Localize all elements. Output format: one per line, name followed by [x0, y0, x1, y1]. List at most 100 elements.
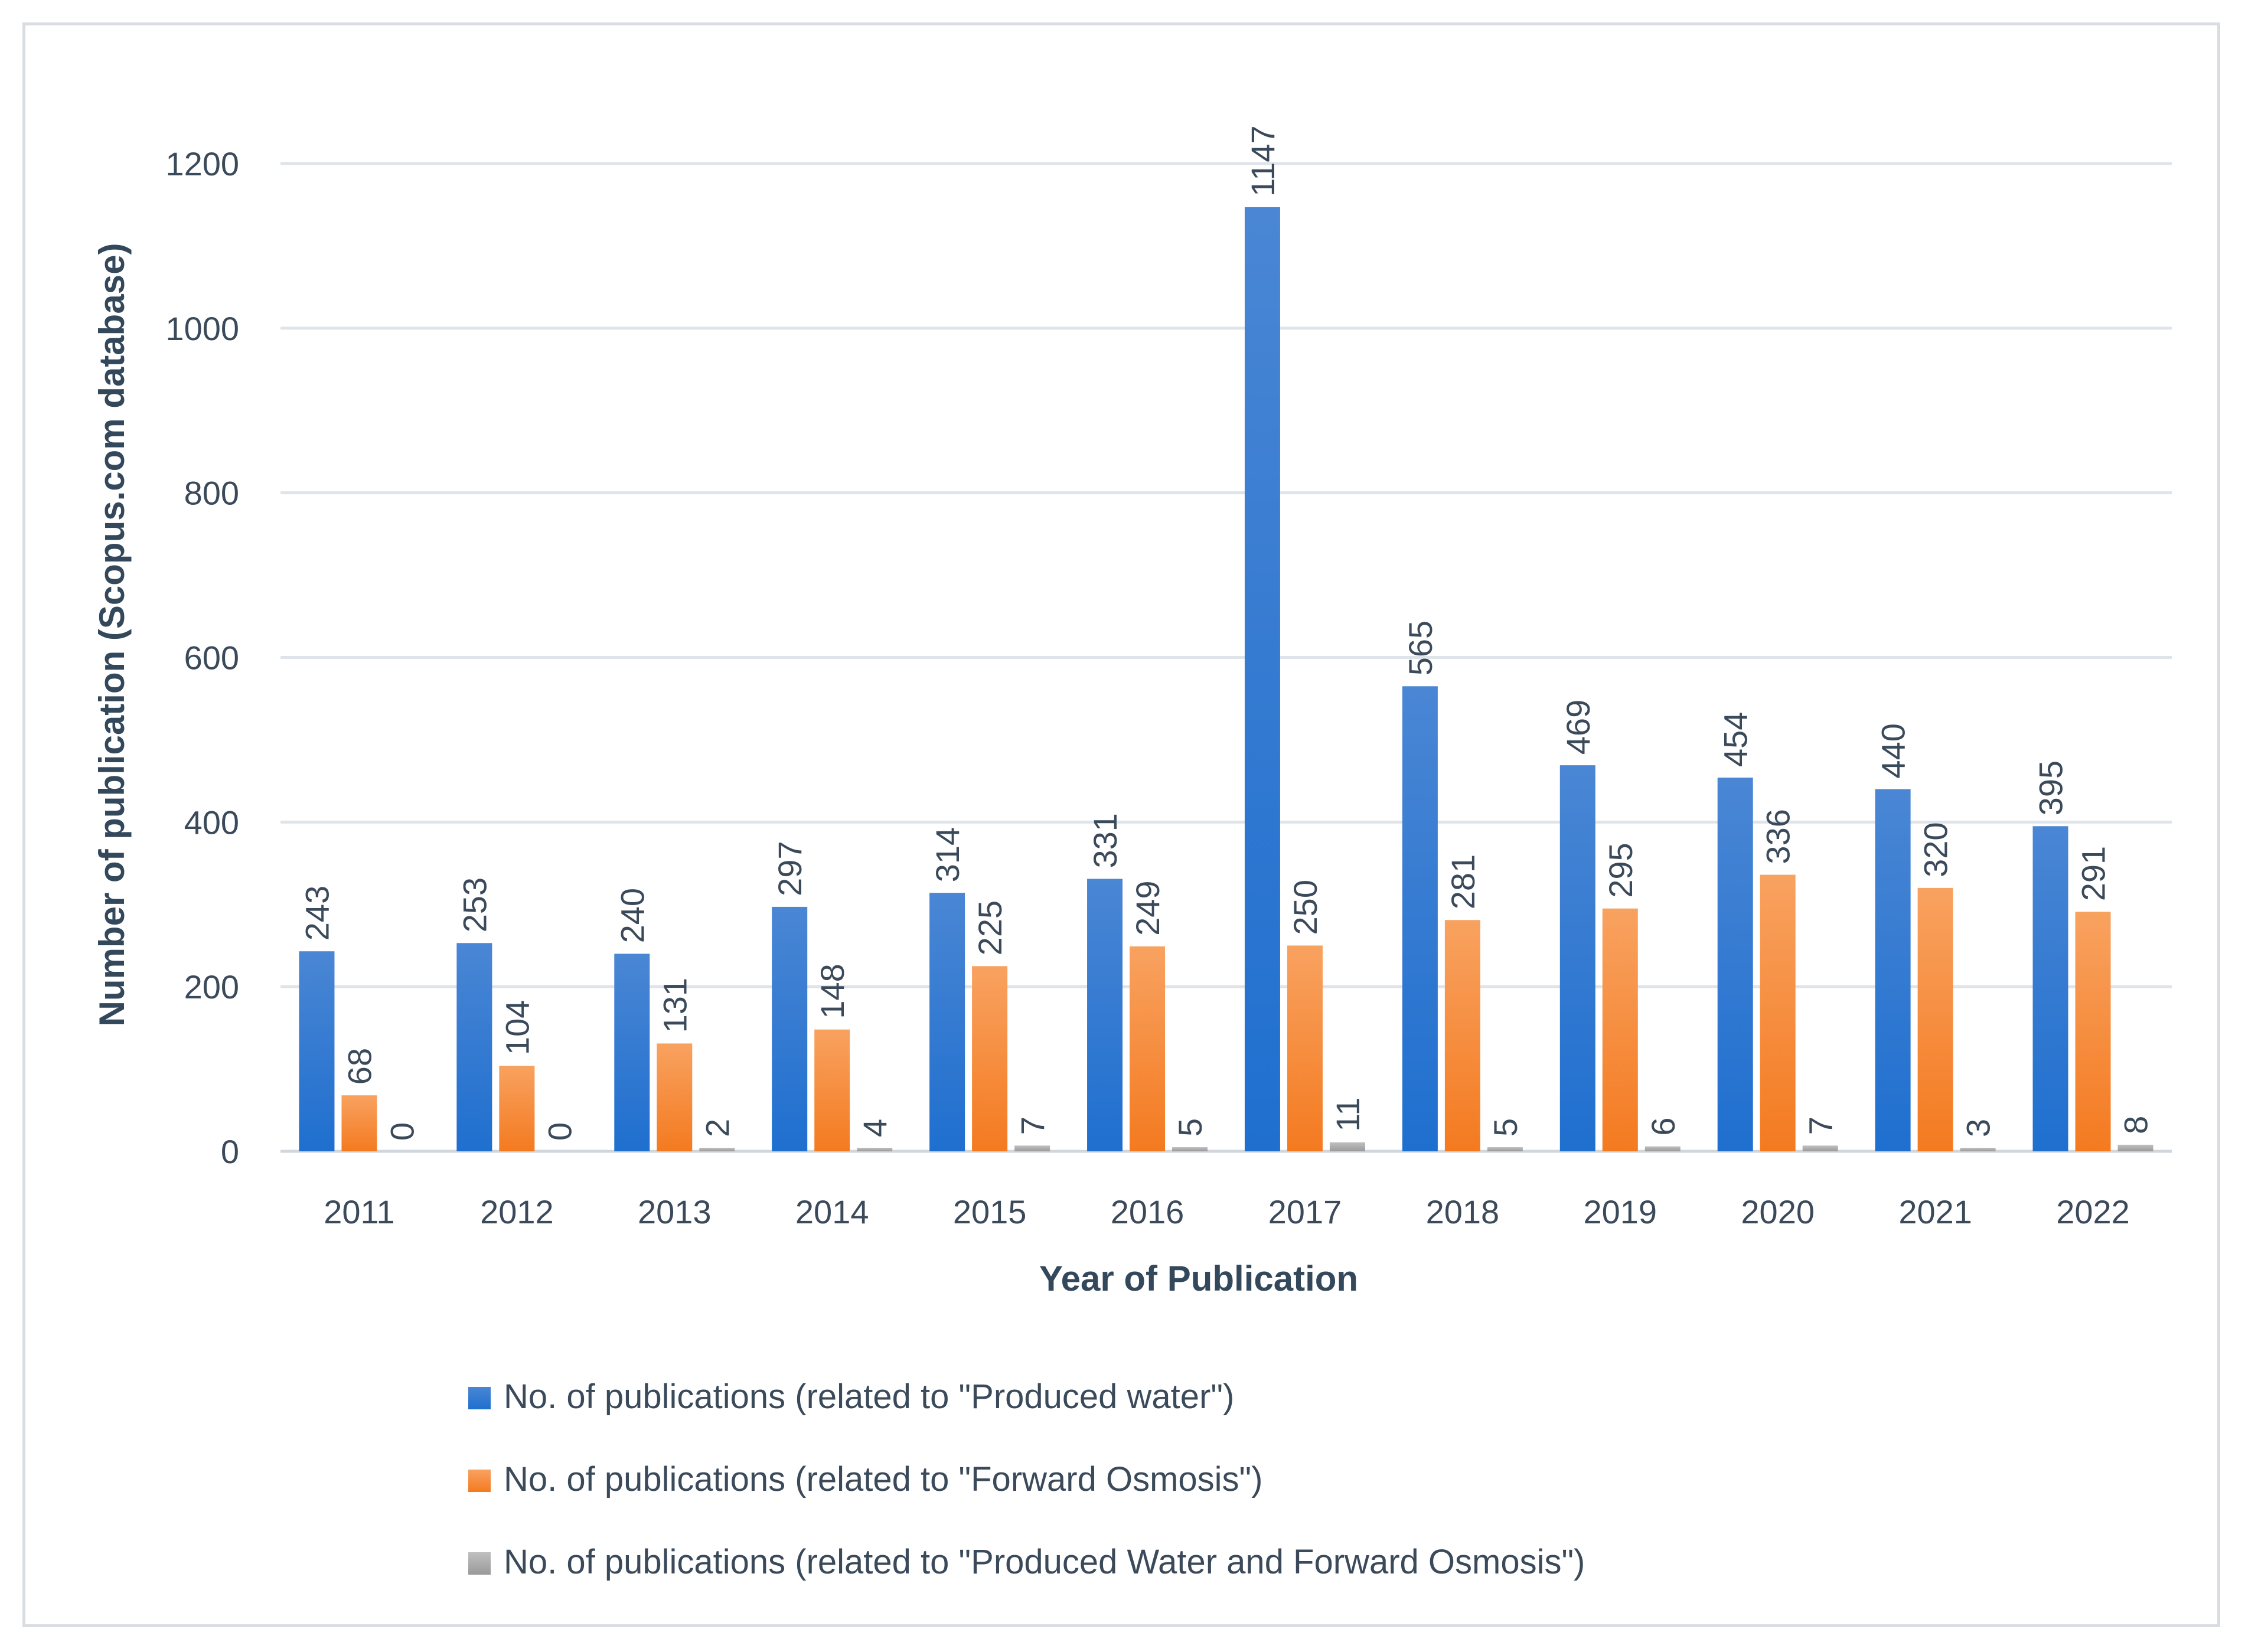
bar-series-2-2013	[657, 1043, 693, 1151]
legend-label-series-1: No. of publications (related to "Produce…	[504, 1377, 1234, 1416]
x-axis-title: Year of Publication	[1039, 1259, 1358, 1298]
data-label-series-2-2019: 295	[1602, 843, 1639, 897]
data-label-series-3-2022: 8	[2117, 1116, 2155, 1134]
x-tick-label: 2015	[953, 1193, 1027, 1230]
bar-series-3-2017	[1329, 1142, 1365, 1151]
data-label-series-2-2017: 250	[1287, 880, 1324, 935]
x-tick-label: 2017	[1268, 1193, 1342, 1230]
x-tick-label: 2011	[324, 1193, 394, 1230]
data-label-series-2-2016: 249	[1129, 880, 1166, 935]
data-label-series-1-2017: 1147	[1244, 125, 1281, 196]
y-tick-label: 0	[221, 1133, 239, 1170]
bar-series-2-2019	[1602, 908, 1638, 1151]
chart-frame	[22, 22, 2220, 1627]
bar-series-3-2015	[1014, 1145, 1050, 1151]
y-tick-labels: 0 200 400 600 800 1000 1200	[165, 145, 239, 1170]
bar-series-2-2022	[2075, 912, 2111, 1151]
bar-series-2-2018	[1444, 920, 1480, 1151]
x-tick-label: 2020	[1741, 1193, 1815, 1230]
data-label-series-2-2018: 281	[1444, 854, 1482, 909]
bar-series-3-2020	[1802, 1145, 1838, 1151]
data-labels: 2436802531040240131229714843142257331249…	[298, 125, 2154, 1141]
x-tick-label: 2019	[1584, 1193, 1657, 1230]
legend-swatch-series-2	[468, 1470, 491, 1492]
data-label-series-3-2012: 0	[541, 1122, 578, 1141]
bar-series-1-2016	[1087, 879, 1123, 1151]
data-label-series-3-2019: 6	[1644, 1117, 1682, 1135]
bar-series-3-2022	[2117, 1144, 2153, 1151]
legend-swatch-series-3	[468, 1552, 491, 1575]
data-label-series-1-2013: 240	[614, 888, 651, 943]
data-label-series-1-2011: 243	[298, 886, 335, 941]
x-tick-label: 2013	[638, 1193, 712, 1230]
bar-series-1-2017	[1244, 207, 1280, 1151]
bar-series-2-2016	[1130, 946, 1166, 1151]
legend-label-series-3: No. of publications (related to "Produce…	[504, 1543, 1585, 1581]
bar-series-1-2022	[2032, 826, 2068, 1151]
data-label-series-2-2013: 131	[656, 978, 693, 1033]
data-label-series-3-2014: 4	[856, 1119, 893, 1137]
data-label-series-2-2020: 336	[1760, 809, 1797, 864]
x-tick-label: 2014	[795, 1193, 869, 1230]
y-tick-label: 600	[184, 639, 239, 677]
bar-series-3-2016	[1172, 1147, 1208, 1151]
legend-label-series-2: No. of publications (related to "Forward…	[504, 1460, 1262, 1498]
bar-series-3-2021	[1960, 1148, 1996, 1151]
data-label-series-1-2015: 314	[929, 827, 966, 882]
x-tick-label: 2022	[2056, 1193, 2130, 1230]
bar-series-1-2013	[614, 954, 650, 1151]
data-label-series-1-2014: 297	[771, 841, 808, 896]
y-tick-label: 800	[184, 475, 239, 512]
bar-series-1-2020	[1717, 778, 1753, 1151]
data-label-series-2-2015: 225	[971, 900, 1009, 955]
bar-series-1-2021	[1875, 789, 1911, 1151]
bar-series-2-2011	[341, 1095, 377, 1151]
x-tick-labels: 2011 2012 2013 2014 2015 2016 2017 2018 2019 2020…	[324, 1193, 2130, 1230]
y-axis-title: Number of publication (Scopus.com databa…	[92, 243, 132, 1027]
data-label-series-3-2015: 7	[1014, 1116, 1051, 1135]
data-label-series-2-2012: 104	[498, 1000, 536, 1055]
grid-layer	[280, 162, 2172, 1153]
data-label-series-3-2018: 5	[1487, 1118, 1524, 1137]
bar-series-2-2014	[814, 1029, 850, 1151]
data-label-series-3-2017: 11	[1329, 1098, 1366, 1132]
data-label-series-2-2022: 291	[2075, 846, 2112, 901]
bar-series-3-2018	[1487, 1147, 1523, 1151]
data-label-series-3-2020: 7	[1802, 1116, 1839, 1135]
data-label-series-1-2019: 469	[1559, 700, 1597, 755]
data-label-series-1-2018: 565	[1402, 621, 1439, 675]
bar-series-3-2019	[1644, 1146, 1681, 1151]
bar-series-2-2017	[1287, 945, 1323, 1151]
bar-series-3-2013	[699, 1148, 735, 1151]
data-label-series-2-2014: 148	[814, 964, 851, 1018]
bar-series-1-2019	[1559, 765, 1595, 1151]
bar-series-2-2012	[499, 1066, 535, 1151]
data-label-series-3-2021: 3	[1960, 1119, 1997, 1137]
x-tick-label: 2012	[480, 1193, 554, 1230]
data-label-series-2-2011: 68	[341, 1048, 378, 1085]
y-tick-label: 1000	[165, 310, 239, 347]
bar-series-2-2020	[1760, 874, 1796, 1151]
data-label-series-3-2013: 2	[699, 1119, 736, 1137]
data-label-series-2-2021: 320	[1917, 822, 1954, 877]
y-tick-label: 200	[184, 968, 239, 1005]
y-tick-label: 1200	[165, 145, 239, 182]
bar-series-1-2018	[1402, 686, 1438, 1151]
legend-swatch-series-1	[468, 1387, 491, 1409]
y-tick-label: 400	[184, 804, 239, 841]
legend: No. of publications (related to "Produce…	[468, 1377, 1585, 1581]
x-tick-label: 2018	[1426, 1193, 1500, 1230]
data-label-series-3-2011: 0	[383, 1122, 420, 1141]
data-label-series-3-2016: 5	[1172, 1118, 1209, 1137]
bars	[299, 207, 2153, 1151]
bar-series-1-2012	[456, 943, 492, 1151]
bar-series-2-2015	[972, 966, 1008, 1151]
data-label-series-1-2020: 454	[1717, 712, 1754, 767]
x-tick-label: 2021	[1898, 1193, 1972, 1230]
bar-series-2-2021	[1917, 887, 1953, 1151]
data-label-series-1-2021: 440	[1875, 723, 1912, 778]
bar-series-1-2015	[929, 893, 965, 1151]
data-label-series-1-2012: 253	[456, 877, 493, 932]
bar-series-3-2014	[857, 1148, 893, 1151]
